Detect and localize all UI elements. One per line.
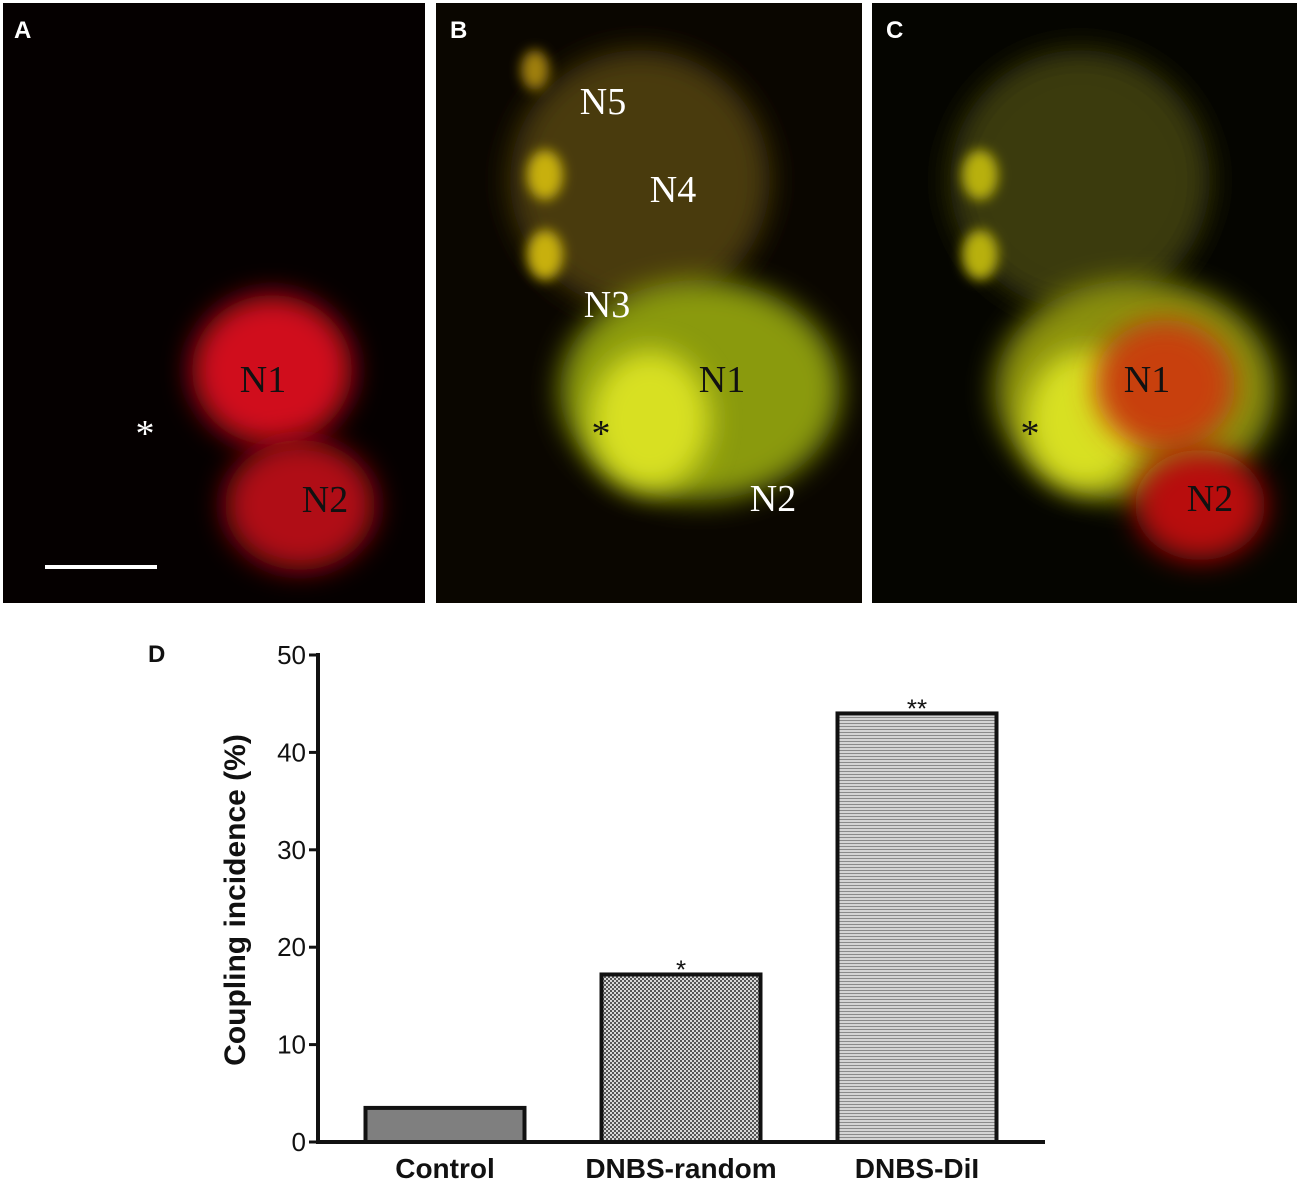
y-tick-label: 50 (277, 640, 306, 670)
micrograph-c (872, 3, 1297, 603)
y-tick-label: 30 (277, 835, 306, 865)
cell-label: N3 (584, 284, 630, 326)
cell-label: N2 (1187, 478, 1233, 520)
y-tick-label: 40 (277, 737, 306, 767)
bar (835, 711, 999, 1144)
cell-label: * (1021, 413, 1040, 455)
cell-label: N1 (1124, 359, 1170, 401)
significance-marker: ** (907, 693, 927, 723)
panel-label: D (148, 641, 165, 668)
y-axis-label: Coupling incidence (%) (219, 734, 252, 1066)
x-tick-label: DNBS-random (585, 1153, 776, 1184)
bar (599, 972, 763, 1144)
cell-label: N1 (240, 359, 286, 401)
y-tick-label: 10 (277, 1030, 306, 1060)
y-tick-label: 0 (292, 1127, 306, 1157)
panel-label: B (450, 17, 467, 44)
panel-label: A (14, 17, 31, 44)
y-tick-label: 20 (277, 932, 306, 962)
cell-label: N4 (650, 169, 696, 211)
cell-label: * (592, 413, 611, 455)
micrograph-b (436, 3, 862, 603)
cell-label: N5 (580, 81, 626, 123)
significance-marker: * (676, 954, 686, 984)
x-tick-label: DNBS-DiI (855, 1153, 979, 1184)
panel-label: C (886, 17, 903, 44)
cell-label: N1 (699, 359, 745, 401)
cell-label: * (136, 413, 155, 455)
x-tick-label: Control (395, 1153, 495, 1184)
bar (363, 1105, 527, 1145)
micrograph-a (3, 3, 425, 603)
cell-label: N2 (750, 478, 796, 520)
cell-label: N2 (302, 479, 348, 521)
